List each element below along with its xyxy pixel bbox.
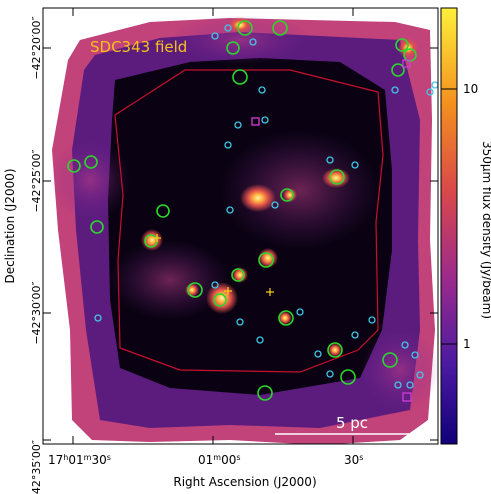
bright-source bbox=[322, 168, 350, 188]
field-boundary bbox=[114, 69, 384, 373]
y-axis-label: Declination (J2000) bbox=[3, 168, 17, 283]
colorbar-label: 350µm flux density (Jy/beam) bbox=[480, 141, 491, 319]
y-tick-labels: −42°20′00″ −42°25′00″ −42°30′00″ −42°35′… bbox=[30, 16, 43, 494]
bright-source bbox=[278, 311, 292, 325]
colorbar-ticks bbox=[441, 88, 457, 345]
y-tick-label: −42°35′00″ bbox=[30, 440, 43, 494]
y-tick-label: −42°30′00″ bbox=[30, 281, 43, 344]
haze-patch bbox=[360, 330, 438, 410]
colorbar-tick-label: 10 bbox=[463, 82, 478, 96]
x-tick-label: 01m00s bbox=[198, 453, 241, 467]
bright-source bbox=[328, 343, 342, 357]
scale-bar-label: 5 pc bbox=[336, 414, 368, 432]
y-tick-label: −42°20′00″ bbox=[30, 16, 43, 79]
plot-frame bbox=[42, 7, 439, 445]
x-tick-labels: 17h01m30s 01m00s 30s bbox=[48, 453, 363, 467]
bright-source bbox=[228, 17, 252, 33]
y-ticks bbox=[43, 47, 438, 441]
magenta-markers bbox=[251, 59, 412, 402]
bright-source bbox=[240, 184, 276, 212]
bright-source bbox=[185, 283, 199, 297]
y-tick-label: −42°25′00″ bbox=[30, 149, 43, 212]
flux-map: 5 pc SDC343 field bbox=[50, 15, 438, 444]
haze-patch bbox=[220, 130, 380, 250]
haze-patch bbox=[50, 140, 130, 220]
field-title: SDC343 field bbox=[90, 38, 187, 56]
bright-source bbox=[232, 267, 248, 283]
yellow-markers bbox=[153, 234, 274, 296]
x-axis-label: Right Ascension (J2000) bbox=[173, 475, 316, 489]
x-ticks bbox=[72, 8, 354, 444]
haze-patch bbox=[170, 15, 310, 65]
green-markers bbox=[67, 20, 417, 401]
colorbar bbox=[440, 7, 458, 445]
bright-source bbox=[206, 282, 238, 314]
haze-patch bbox=[110, 240, 230, 320]
x-tick-label: 17h01m30s bbox=[48, 453, 111, 467]
x-tick-label: 30s bbox=[344, 453, 363, 467]
bright-source bbox=[283, 188, 297, 202]
colorbar-tick-label: 1 bbox=[463, 337, 471, 351]
cyan-markers bbox=[94, 24, 438, 389]
